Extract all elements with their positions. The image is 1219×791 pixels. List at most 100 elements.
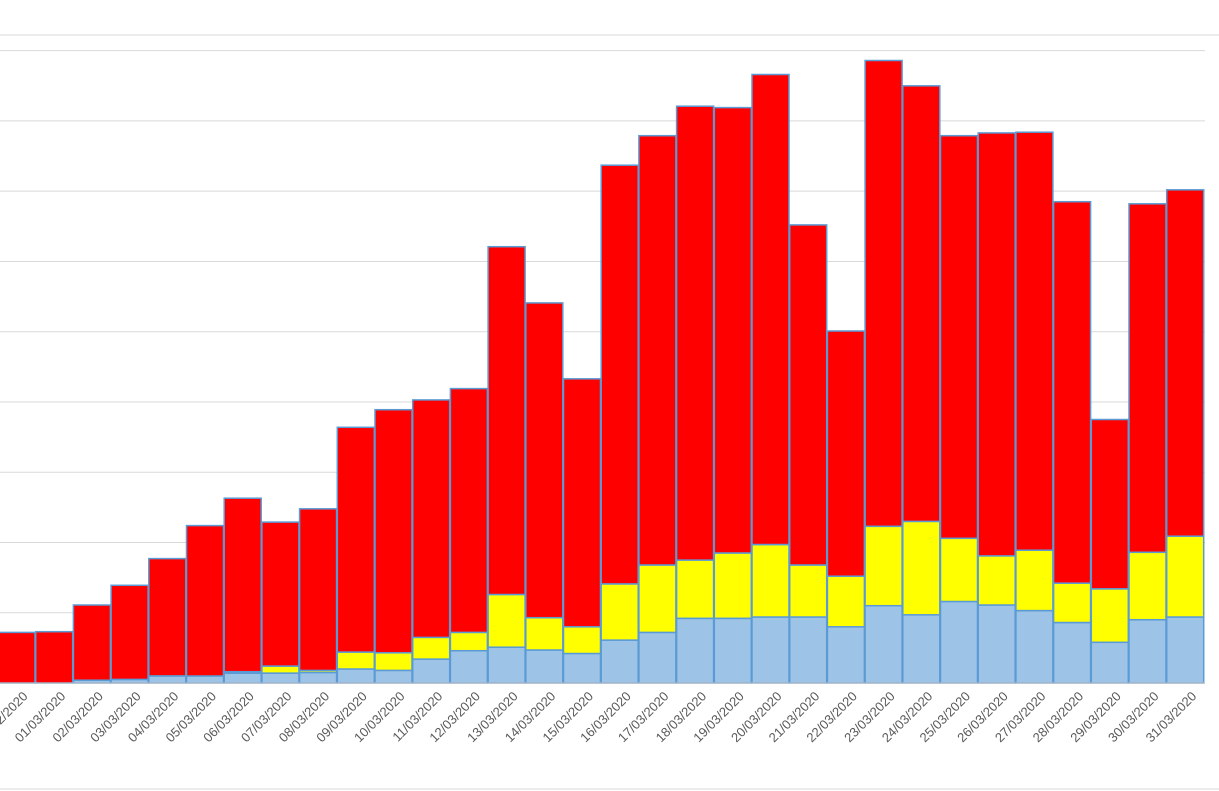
bar-segment-3-31/03/2020	[1165, 189, 1205, 537]
bar-segment-3-18/03/2020	[675, 105, 715, 561]
bar-stack-09/03/2020	[336, 426, 376, 684]
bar-stack-14/03/2020	[525, 302, 564, 684]
bar-stack-02/03/2020	[72, 604, 112, 684]
bar-segment-2-20/03/2020	[751, 543, 790, 618]
bar-segment-1-10/03/2020	[374, 669, 413, 684]
bar-segment-2-21/03/2020	[788, 564, 828, 618]
x-tick-labels: 29/02/202001/03/202002/03/202003/03/2020…	[0, 689, 1199, 746]
bar-segment-3-05/03/2020	[185, 524, 225, 677]
bar-segment-1-19/03/2020	[713, 617, 753, 684]
bar-segment-1-21/03/2020	[788, 616, 828, 684]
bar-segment-1-14/03/2020	[525, 649, 564, 684]
bar-segment-1-23/03/2020	[864, 604, 903, 684]
bar-stack-30/03/2020	[1128, 203, 1167, 684]
bar-segment-3-19/03/2020	[713, 106, 753, 554]
bar-segment-3-24/03/2020	[902, 85, 941, 523]
bar-segment-1-07/03/2020	[261, 672, 300, 684]
bar-segment-1-30/03/2020	[1128, 619, 1167, 684]
bar-segment-2-23/03/2020	[864, 525, 903, 607]
bar-segment-3-27/03/2020	[1015, 131, 1054, 551]
bar-segment-2-26/03/2020	[977, 555, 1016, 606]
bar-segment-3-10/03/2020	[374, 408, 413, 654]
bar-stack-16/03/2020	[600, 164, 639, 684]
bar-stack-18/03/2020	[675, 105, 715, 684]
bar-stack-07/03/2020	[261, 521, 300, 684]
bar-segment-3-08/03/2020	[298, 508, 338, 672]
bar-segment-3-29/03/2020	[1090, 418, 1130, 590]
bar-segment-2-17/03/2020	[638, 564, 677, 634]
bar-segment-2-25/03/2020	[939, 537, 979, 603]
bar-segment-1-05/03/2020	[185, 675, 225, 684]
bar-segment-3-11/03/2020	[411, 399, 451, 639]
bar-segment-3-06/03/2020	[223, 497, 262, 673]
bar-stack-01/03/2020	[34, 630, 74, 684]
bars	[0, 59, 1205, 684]
bar-segment-1-22/03/2020	[826, 626, 866, 684]
bar-segment-1-25/03/2020	[939, 600, 979, 684]
bar-segment-3-22/03/2020	[826, 330, 866, 577]
bar-stack-13/03/2020	[487, 245, 526, 684]
bar-stack-15/03/2020	[562, 378, 602, 684]
bar-segment-2-14/03/2020	[525, 616, 564, 651]
bar-segment-1-11/03/2020	[411, 658, 451, 684]
bar-segment-2-27/03/2020	[1015, 549, 1054, 612]
bar-segment-3-30/03/2020	[1128, 203, 1167, 554]
bar-segment-2-16/03/2020	[600, 583, 639, 641]
bar-stack-06/03/2020	[223, 497, 262, 684]
bar-stack-31/03/2020	[1165, 189, 1205, 684]
bar-segment-2-13/03/2020	[487, 593, 526, 648]
bar-stack-22/03/2020	[826, 330, 866, 684]
bar-stack-17/03/2020	[638, 134, 677, 684]
bar-stack-27/03/2020	[1015, 131, 1054, 684]
bar-stack-19/03/2020	[713, 106, 753, 684]
bar-segment-1-28/03/2020	[1052, 621, 1092, 684]
bar-segment-3-09/03/2020	[336, 426, 376, 653]
bar-stack-12/03/2020	[449, 387, 489, 684]
bar-segment-3-23/03/2020	[864, 59, 903, 528]
bar-segment-2-28/03/2020	[1052, 582, 1092, 624]
bar-segment-1-16/03/2020	[600, 639, 639, 684]
bar-segment-3-14/03/2020	[525, 302, 564, 619]
bar-stack-05/03/2020	[185, 524, 225, 684]
bar-stack-29/02/2020	[0, 631, 36, 684]
bar-segment-3-13/03/2020	[487, 245, 526, 596]
bar-segment-1-13/03/2020	[487, 646, 526, 684]
bar-segment-3-01/03/2020	[34, 630, 74, 684]
bar-segment-1-08/03/2020	[298, 671, 338, 684]
bar-stack-26/03/2020	[977, 132, 1016, 684]
bar-stack-29/03/2020	[1090, 418, 1130, 684]
bar-segment-2-12/03/2020	[449, 631, 489, 652]
bar-segment-1-26/03/2020	[977, 604, 1016, 684]
bar-segment-3-04/03/2020	[148, 557, 187, 677]
bar-segment-1-31/03/2020	[1165, 616, 1205, 684]
bar-stack-25/03/2020	[939, 134, 979, 684]
bar-segment-1-06/03/2020	[223, 672, 262, 684]
bar-segment-3-15/03/2020	[562, 378, 602, 628]
bar-segment-2-10/03/2020	[374, 652, 413, 672]
bar-stack-11/03/2020	[411, 399, 451, 684]
bar-segment-3-26/03/2020	[977, 132, 1016, 557]
bar-segment-3-02/03/2020	[72, 604, 112, 681]
bar-segment-3-12/03/2020	[449, 387, 489, 634]
bar-segment-1-12/03/2020	[449, 649, 489, 684]
bar-segment-3-29/02/2020	[0, 631, 36, 684]
bar-segment-3-03/03/2020	[110, 584, 149, 681]
bar-segment-2-22/03/2020	[826, 575, 866, 628]
bar-segment-2-15/03/2020	[562, 626, 602, 655]
bar-segment-2-18/03/2020	[675, 559, 715, 620]
bar-segment-1-04/03/2020	[148, 675, 187, 684]
bar-segment-1-27/03/2020	[1015, 609, 1054, 684]
bar-segment-2-09/03/2020	[336, 651, 376, 670]
bar-segment-1-18/03/2020	[675, 617, 715, 684]
bar-stack-20/03/2020	[751, 73, 790, 684]
bar-stack-04/03/2020	[148, 557, 187, 684]
bar-stack-21/03/2020	[788, 224, 828, 684]
bar-segment-3-21/03/2020	[788, 224, 828, 566]
bar-segment-1-29/03/2020	[1090, 641, 1130, 684]
bar-stack-28/03/2020	[1052, 200, 1092, 684]
bar-segment-3-20/03/2020	[751, 73, 790, 546]
bar-stack-23/03/2020	[864, 59, 903, 684]
bar-segment-1-24/03/2020	[902, 614, 941, 684]
bar-stack-10/03/2020	[374, 408, 413, 684]
